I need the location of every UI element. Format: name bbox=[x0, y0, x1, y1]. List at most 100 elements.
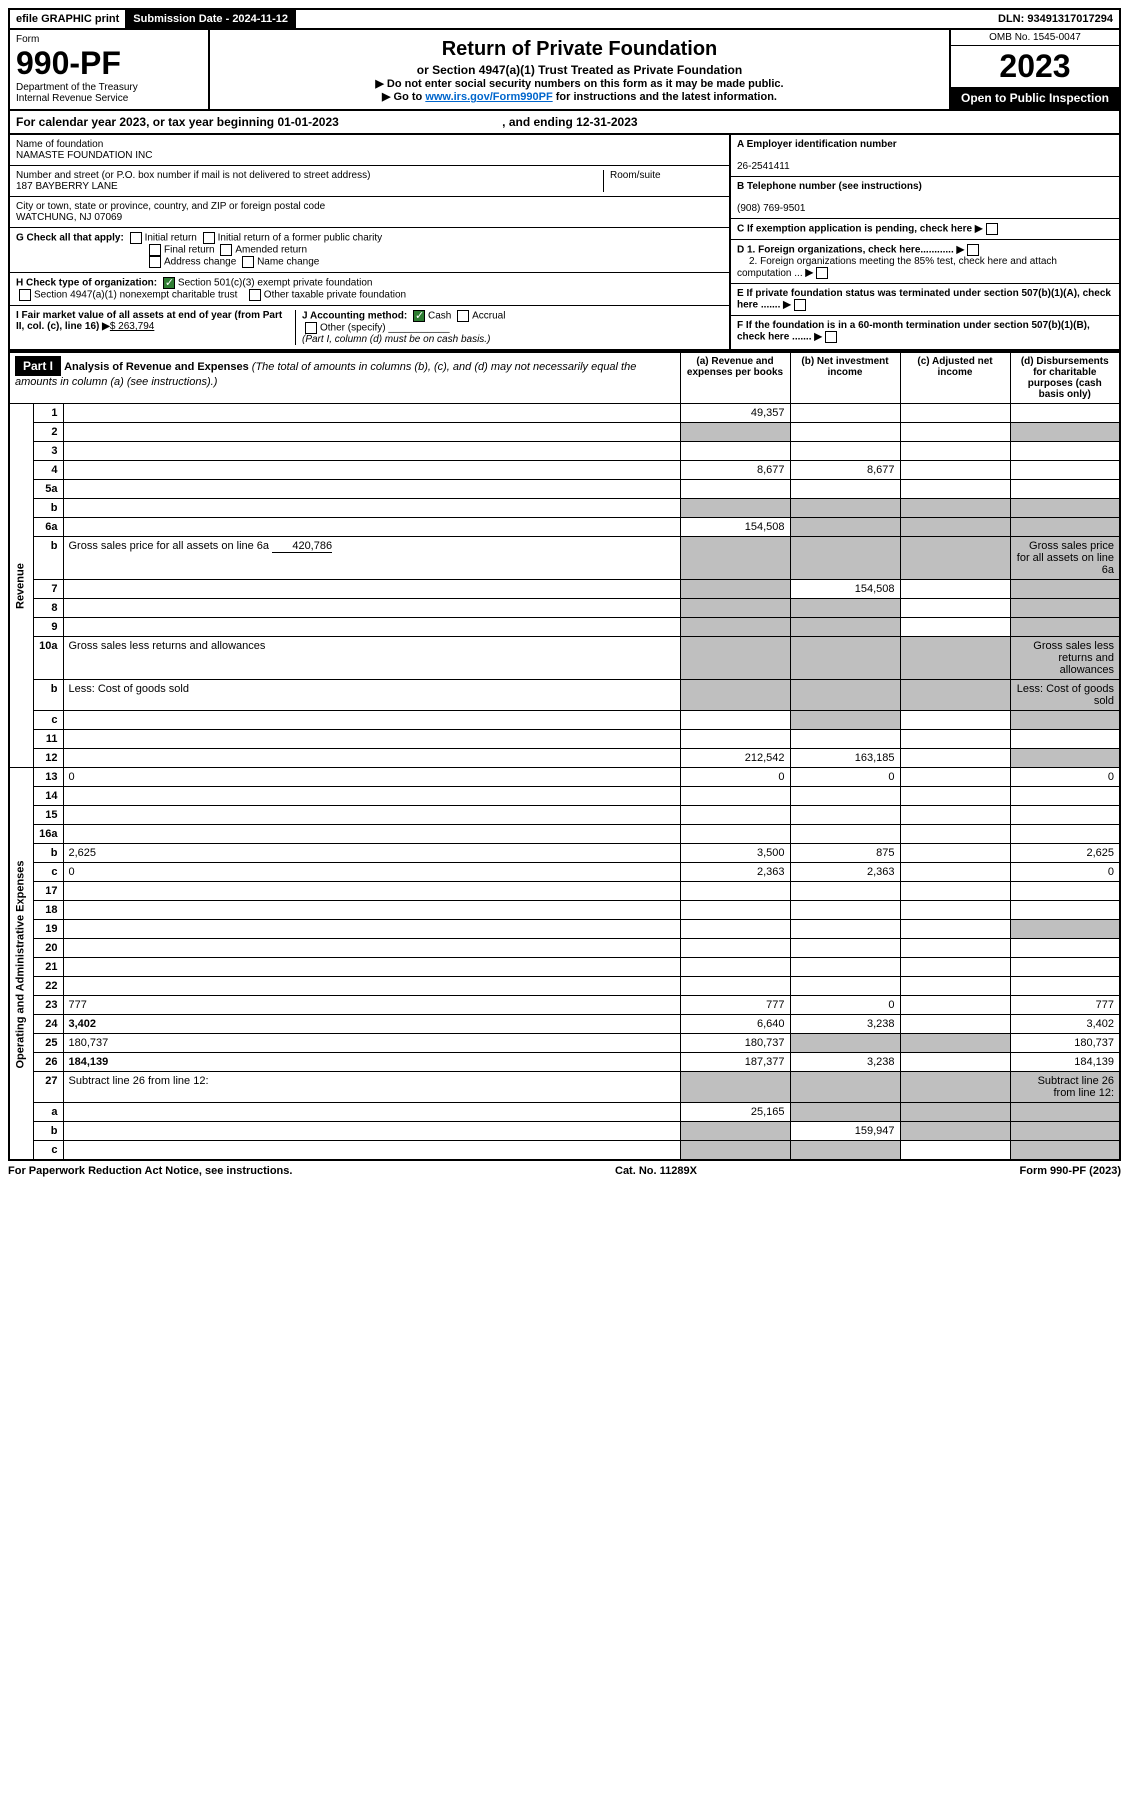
c-checkbox[interactable] bbox=[986, 223, 998, 235]
value-cell: 3,402 bbox=[1010, 1015, 1120, 1034]
ij-row: I Fair market value of all assets at end… bbox=[10, 306, 729, 349]
value-cell: 180,737 bbox=[680, 1034, 790, 1053]
amended-return-checkbox[interactable] bbox=[220, 244, 232, 256]
4947a1-checkbox[interactable] bbox=[19, 289, 31, 301]
col-c-header: (c) Adjusted net income bbox=[900, 352, 1010, 404]
line-description bbox=[63, 618, 680, 637]
d2-checkbox[interactable] bbox=[816, 267, 828, 279]
value-cell bbox=[1010, 461, 1120, 480]
form990pf-link[interactable]: www.irs.gov/Form990PF bbox=[425, 91, 552, 103]
value-cell bbox=[900, 768, 1010, 787]
value-cell bbox=[900, 882, 1010, 901]
value-cell bbox=[900, 996, 1010, 1015]
name-change-checkbox[interactable] bbox=[242, 256, 254, 268]
value-cell: 3,500 bbox=[680, 844, 790, 863]
f-checkbox[interactable] bbox=[825, 331, 837, 343]
line-description: Less: Cost of goods sold bbox=[63, 680, 680, 711]
value-cell: Gross sales price for all assets on line… bbox=[1010, 537, 1120, 580]
table-row: 48,6778,677 bbox=[9, 461, 1120, 480]
line-number: b bbox=[33, 1122, 63, 1141]
g-opt-0: Initial return bbox=[145, 233, 197, 244]
section-label: Operating and Administrative Expenses bbox=[9, 768, 33, 1161]
f-row: F If the foundation is in a 60-month ter… bbox=[731, 316, 1119, 347]
line-description bbox=[63, 749, 680, 768]
table-row: 15 bbox=[9, 806, 1120, 825]
table-row: 27Subtract line 26 from line 12:Subtract… bbox=[9, 1072, 1120, 1103]
line-description bbox=[63, 787, 680, 806]
value-cell bbox=[1010, 580, 1120, 599]
value-cell bbox=[900, 1122, 1010, 1141]
value-cell bbox=[1010, 1141, 1120, 1161]
table-row: 16a bbox=[9, 825, 1120, 844]
value-cell: 187,377 bbox=[680, 1053, 790, 1072]
final-return-checkbox[interactable] bbox=[149, 244, 161, 256]
table-row: 20 bbox=[9, 939, 1120, 958]
line-description: 777 bbox=[63, 996, 680, 1015]
name-row: Name of foundation NAMASTE FOUNDATION IN… bbox=[10, 135, 729, 166]
initial-former-checkbox[interactable] bbox=[203, 232, 215, 244]
efile-print-label[interactable]: efile GRAPHIC print bbox=[10, 10, 127, 28]
table-row: c02,3632,3630 bbox=[9, 863, 1120, 882]
cat-no: Cat. No. 11289X bbox=[615, 1165, 697, 1177]
g-row: G Check all that apply: Initial return I… bbox=[10, 228, 729, 273]
line-number: 3 bbox=[33, 442, 63, 461]
name-label: Name of foundation bbox=[16, 139, 103, 150]
line-description bbox=[63, 806, 680, 825]
value-cell bbox=[1010, 480, 1120, 499]
line-number: 14 bbox=[33, 787, 63, 806]
value-cell bbox=[790, 499, 900, 518]
line-number: 17 bbox=[33, 882, 63, 901]
d1-checkbox[interactable] bbox=[967, 244, 979, 256]
value-cell: 212,542 bbox=[680, 749, 790, 768]
line-description bbox=[63, 1141, 680, 1161]
value-cell: 2,625 bbox=[1010, 844, 1120, 863]
table-row: 243,4026,6403,2383,402 bbox=[9, 1015, 1120, 1034]
address-change-checkbox[interactable] bbox=[149, 256, 161, 268]
value-cell bbox=[1010, 1103, 1120, 1122]
part1-header-row: Part I Analysis of Revenue and Expenses … bbox=[9, 352, 1120, 404]
value-cell bbox=[790, 537, 900, 580]
line-number: 4 bbox=[33, 461, 63, 480]
initial-return-checkbox[interactable] bbox=[130, 232, 142, 244]
other-method-checkbox[interactable] bbox=[305, 322, 317, 334]
form-title: Return of Private Foundation bbox=[216, 38, 943, 61]
value-cell bbox=[900, 825, 1010, 844]
value-cell bbox=[680, 958, 790, 977]
f-label: F If the foundation is in a 60-month ter… bbox=[737, 320, 1090, 343]
line-number: b bbox=[33, 537, 63, 580]
form-header: Form 990-PF Department of the Treasury I… bbox=[8, 30, 1121, 111]
line-description: Subtract line 26 from line 12: bbox=[63, 1072, 680, 1103]
j-other: Other (specify) bbox=[320, 323, 386, 334]
value-cell bbox=[1010, 806, 1120, 825]
value-cell bbox=[790, 599, 900, 618]
value-cell bbox=[790, 423, 900, 442]
value-cell bbox=[680, 730, 790, 749]
submission-date: Submission Date - 2024-11-12 bbox=[127, 10, 296, 28]
value-cell: 25,165 bbox=[680, 1103, 790, 1122]
table-row: 18 bbox=[9, 901, 1120, 920]
table-row: b bbox=[9, 499, 1120, 518]
accrual-checkbox[interactable] bbox=[457, 310, 469, 322]
value-cell bbox=[790, 442, 900, 461]
e-checkbox[interactable] bbox=[794, 299, 806, 311]
line-number: 6a bbox=[33, 518, 63, 537]
city-row: City or town, state or province, country… bbox=[10, 197, 729, 228]
value-cell: 8,677 bbox=[680, 461, 790, 480]
line-description bbox=[63, 1122, 680, 1141]
open-public: Open to Public Inspection bbox=[951, 87, 1119, 109]
501c3-checkbox[interactable] bbox=[163, 277, 175, 289]
line-number: 20 bbox=[33, 939, 63, 958]
cy-end: , and ending 12-31-2023 bbox=[502, 115, 637, 129]
cash-checkbox[interactable] bbox=[413, 310, 425, 322]
form-number: 990-PF bbox=[16, 45, 121, 81]
line-description bbox=[63, 882, 680, 901]
j-accrual: Accrual bbox=[472, 311, 505, 322]
other-taxable-checkbox[interactable] bbox=[249, 289, 261, 301]
form-subtitle: or Section 4947(a)(1) Trust Treated as P… bbox=[216, 63, 943, 77]
line-number: 11 bbox=[33, 730, 63, 749]
table-row: bLess: Cost of goods soldLess: Cost of g… bbox=[9, 680, 1120, 711]
value-cell bbox=[900, 806, 1010, 825]
value-cell: 875 bbox=[790, 844, 900, 863]
c-label: C If exemption application is pending, c… bbox=[737, 224, 972, 235]
cy-begin: For calendar year 2023, or tax year begi… bbox=[16, 115, 339, 129]
